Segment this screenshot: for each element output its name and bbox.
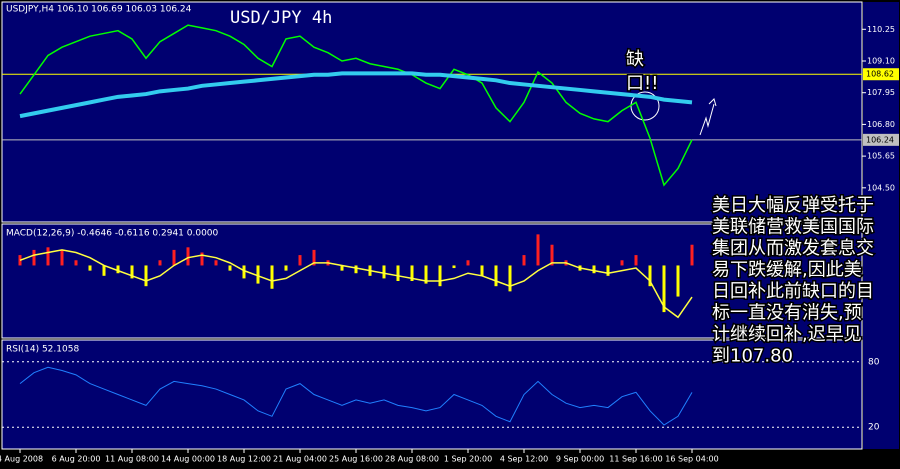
x-tick-label: 14 Aug 00:00 [161, 455, 215, 464]
macd-bar [32, 249, 36, 266]
y-tick-label: 104.50 [867, 183, 895, 192]
macd-bar [354, 265, 358, 274]
macd-bar [200, 252, 204, 266]
price-panel [1, 1, 863, 223]
x-tick-label: 28 Aug 08:00 [385, 455, 439, 464]
macd-label: MACD(12,26,9) -0.4646 -0.6116 0.2941 0.0… [6, 229, 219, 239]
x-tick-label: 21 Aug 04:00 [273, 455, 327, 464]
x-tick-label: 18 Aug 12:00 [217, 455, 271, 464]
note-line: 计继续回补,迟早见 [712, 324, 862, 345]
x-tick-label: 16 Sep 04:00 [665, 455, 718, 464]
y-tick-label: 109.10 [867, 56, 895, 65]
macd-bar [424, 265, 428, 284]
rsi-line [19, 366, 693, 426]
x-tick-label: 6 Aug 20:00 [52, 455, 101, 464]
macd-bar [256, 265, 260, 284]
macd-bar [676, 265, 680, 297]
x-tick-label: 4 Sep 12:00 [500, 455, 548, 464]
macd-signal [19, 249, 693, 319]
note-line: 到107.80 [712, 346, 793, 367]
macd-bar [116, 265, 120, 274]
arrow [699, 98, 717, 136]
price-label: 106.24 [866, 135, 894, 144]
price-label: 108.62 [866, 70, 894, 79]
macd-bar [228, 265, 232, 271]
rsi-panel [1, 339, 863, 450]
y-tick-label: 107.95 [867, 88, 895, 97]
x-tick-label: 11 Sep 16:00 [609, 455, 662, 464]
macd-bar [662, 265, 666, 313]
macd-bar [60, 249, 64, 266]
macd-bar [242, 265, 246, 279]
price-label-box [863, 68, 899, 81]
macd-bar [102, 265, 106, 276]
x-tick-label: 9 Sep 00:00 [556, 455, 604, 464]
macd-bar [690, 244, 694, 266]
note-line: 日回补此前缺口的目 [712, 281, 874, 302]
note-line: 美联储营救美国国际 [712, 217, 874, 238]
macd-bar [466, 260, 470, 266]
x-tick-label: 1 Sep 20:00 [444, 455, 492, 464]
macd-bar [452, 265, 456, 269]
macd-bar [494, 265, 498, 287]
annotation: 缺 [626, 49, 644, 70]
macd-bar [88, 265, 92, 271]
macd-bar [214, 260, 218, 266]
price-line-series [19, 24, 693, 187]
header: USDJPY,H4 106.10 106.69 106.03 106.24 [6, 5, 192, 15]
macd-bar [270, 265, 274, 289]
y-tick-label: 106.80 [867, 120, 895, 129]
note-line: 标一直没有消失,预 [712, 303, 862, 324]
y-tick-label: 110.25 [867, 25, 895, 34]
y-tick-label: 105.65 [867, 152, 895, 161]
rsi-tick-label: 20 [868, 423, 880, 433]
x-tick-label: 25 Aug 16:00 [329, 455, 383, 464]
macd-bar [186, 247, 190, 266]
x-tick-label: 4 Aug 2008 [0, 455, 43, 464]
macd-bar [312, 249, 316, 266]
macd-bar [634, 255, 638, 266]
macd-bar [606, 265, 610, 276]
annotation: 口!! [626, 73, 658, 94]
macd-bar [648, 265, 652, 287]
note-line: 美日大幅反弹受托于 [712, 195, 874, 216]
macd-bar [382, 265, 386, 279]
macd-bar [74, 260, 78, 266]
macd-bar [438, 265, 442, 287]
macd-bar [298, 255, 302, 266]
rsi-tick-label: 80 [868, 357, 880, 367]
rsi-label: RSI(14) 52.1058 [6, 345, 79, 355]
price-label-box [863, 133, 899, 146]
macd-bar [46, 247, 50, 266]
macd-bar [144, 265, 148, 287]
macd-bar [522, 255, 526, 266]
macd-bar [592, 265, 596, 274]
macd-bar [130, 265, 134, 279]
macd-bar [536, 234, 540, 266]
x-tick-label: 11 Aug 08:00 [105, 455, 159, 464]
macd-bar [410, 265, 414, 281]
macd-bar [508, 265, 512, 292]
chart-title: USD/JPY 4h [230, 8, 332, 28]
macd-bar [172, 249, 176, 266]
macd-bar [340, 265, 344, 271]
macd-bar [158, 260, 162, 266]
note-line: 集团从而激发套息交 [712, 238, 874, 259]
macd-bar [480, 265, 484, 276]
macd-bar [284, 265, 288, 271]
macd-bar [550, 244, 554, 266]
price-line-series [19, 71, 693, 119]
macd-bar [396, 265, 400, 281]
macd-bar [620, 260, 624, 266]
note-line: 易下跌缓解,因此美 [712, 260, 862, 281]
